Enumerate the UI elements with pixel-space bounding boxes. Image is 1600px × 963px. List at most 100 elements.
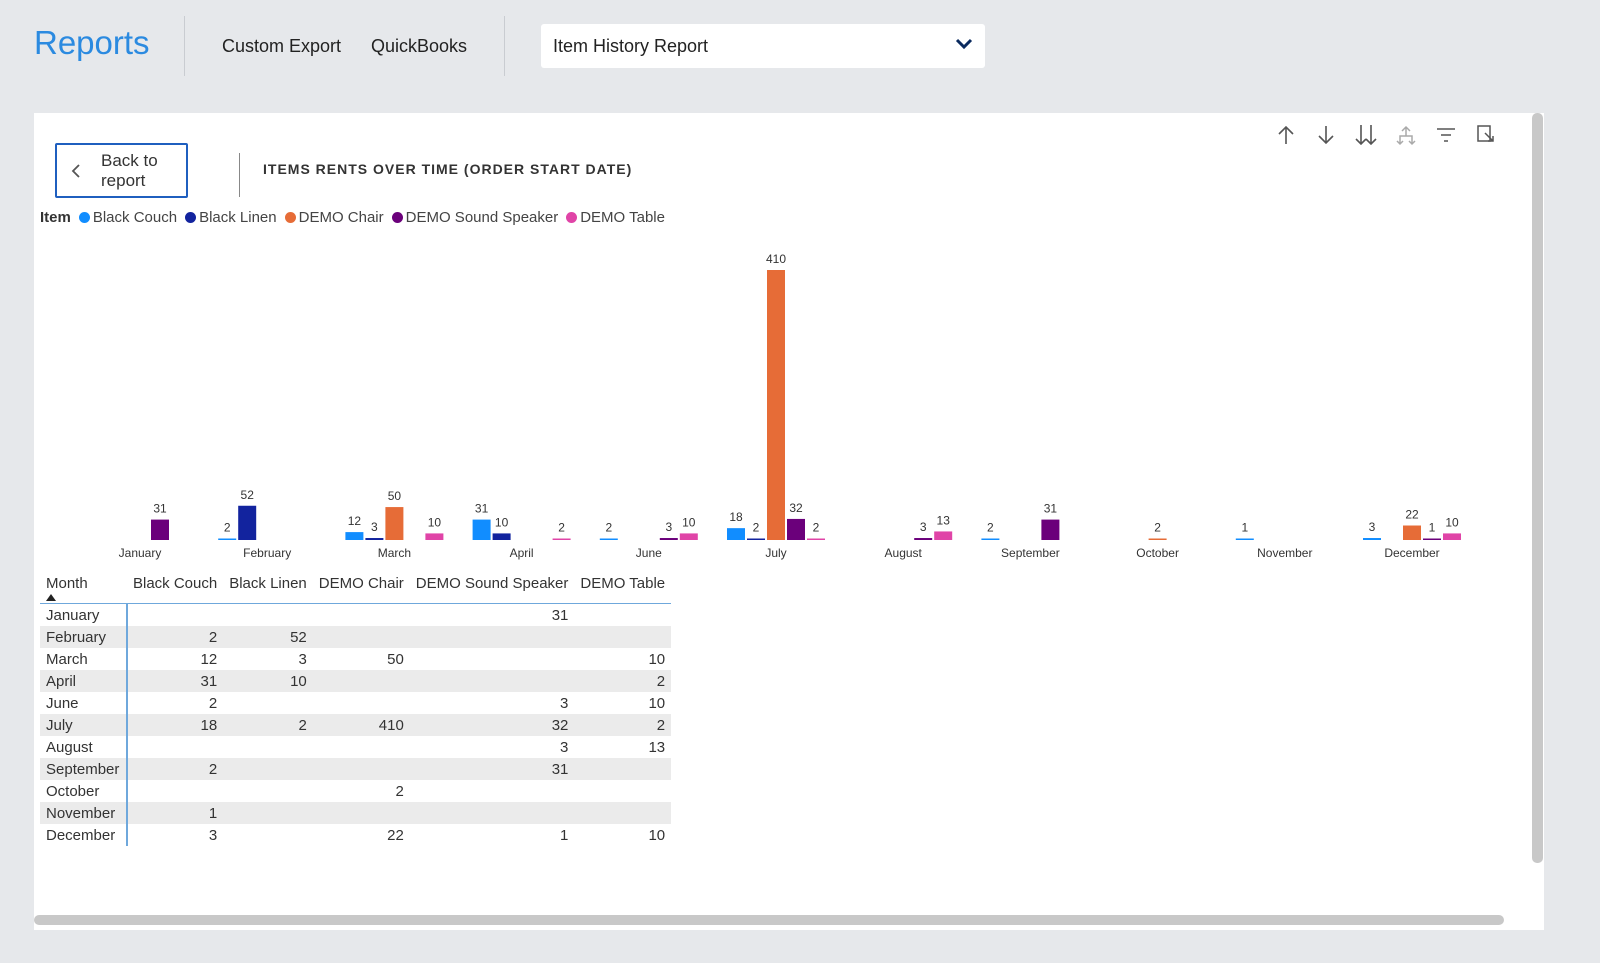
bar[interactable] [1148,538,1167,541]
value-cell [223,736,313,758]
legend-item[interactable]: Black Linen [185,209,277,226]
divider [184,16,185,76]
expand-hierarchy-icon[interactable] [1386,121,1426,149]
value-cell [313,736,410,758]
legend-dot [284,212,296,223]
column-header[interactable]: DEMO Sound Speaker [409,567,575,604]
arrow-up-icon[interactable] [1266,121,1306,149]
bar[interactable] [1443,533,1461,540]
value-cell: 10 [648,694,666,712]
bar[interactable] [679,533,698,540]
bar[interactable] [552,538,571,541]
table-row[interactable]: April 31 10 2 [40,670,672,692]
double-arrow-down-icon[interactable] [1346,121,1386,149]
bar[interactable] [218,538,237,541]
column-header[interactable]: DEMO Chair [312,567,410,604]
bar[interactable] [1235,538,1254,541]
bar[interactable] [365,538,384,540]
legend-dot [391,212,403,223]
value-cell: 31 [551,606,569,624]
legend-item[interactable]: Black Couch [78,209,177,226]
table-row[interactable]: September 2 31 [40,758,672,780]
month-cell: October [40,780,128,802]
value-cell: 18 [127,714,224,736]
month-cell: November [40,802,128,824]
value-cell: 10 [223,670,313,692]
legend-item[interactable]: DEMO Chair [284,209,384,226]
bar[interactable] [934,531,953,540]
column-header-month[interactable]: Month [40,567,127,604]
back-to-report-button[interactable]: Back to report [55,143,188,198]
bar[interactable] [659,538,678,540]
x-tick-label: October [1136,546,1179,560]
table-row[interactable]: June 2 3 10 [40,692,671,714]
filter-icon[interactable] [1426,121,1466,149]
x-tick-label: February [243,546,291,560]
bar[interactable] [767,270,785,540]
bar[interactable] [1423,538,1441,541]
value-cell [574,780,671,802]
bar[interactable] [385,507,404,540]
bar[interactable] [807,538,825,541]
top-bar: Reports Custom Export QuickBooks Item Hi… [0,0,1600,96]
data-label: 2 [753,521,760,535]
bar[interactable] [472,519,491,540]
data-label: 10 [428,515,442,529]
report-select[interactable]: Item History Report [541,24,985,68]
arrow-down-icon[interactable] [1306,121,1346,149]
quickbooks-link[interactable]: QuickBooks [371,36,468,56]
custom-export-link[interactable]: Custom Export [222,36,342,56]
legend-dot [78,212,90,223]
x-tick-label: January [119,546,162,560]
x-tick-label: June [636,546,662,560]
bar[interactable] [1041,519,1060,540]
data-label: 2 [813,521,820,535]
table-row[interactable]: October 2 [40,780,671,802]
table-row[interactable]: July 18 2 410 32 2 [40,714,672,736]
value-cell: 3 [208,826,218,844]
bar[interactable] [1403,525,1421,540]
column-header[interactable]: Black Couch [127,567,224,604]
focus-mode-icon[interactable] [1466,121,1506,149]
table-row[interactable]: December 3 22 1 10 [40,824,671,846]
value-cell [312,802,410,824]
table-row[interactable]: March 12 3 50 10 [40,648,671,670]
legend-item[interactable]: DEMO Table [566,209,665,226]
data-table: Month Black Couch Black Linen DEMO Chair… [40,567,672,846]
bar[interactable] [914,538,933,540]
bar[interactable] [727,528,745,540]
bar[interactable] [345,532,364,540]
value-cell [313,604,410,627]
column-header[interactable]: DEMO Table [574,567,672,604]
value-cell [312,670,410,692]
vertical-scrollbar[interactable] [1532,113,1543,863]
data-label: 12 [348,514,362,528]
bar[interactable] [425,533,444,540]
table-row[interactable]: November 1 [40,802,672,824]
horizontal-scrollbar[interactable] [34,915,1504,925]
value-cell [223,780,313,802]
bar[interactable] [1363,538,1381,540]
bar[interactable] [747,538,765,541]
bar[interactable] [238,505,257,540]
bar[interactable] [492,533,511,540]
value-cell: 1 [127,802,224,824]
bar[interactable] [599,538,618,541]
x-tick-label: November [1257,546,1312,560]
value-cell: 31 [127,670,224,692]
table-row[interactable]: August 3 13 [40,736,671,758]
data-label: 10 [682,515,696,529]
table-row[interactable]: February 2 52 [40,626,672,648]
bar[interactable] [151,519,169,540]
data-label: 2 [558,521,565,535]
legend-item[interactable]: DEMO Sound Speaker [391,209,558,226]
bar[interactable] [787,518,805,540]
value-cell [127,780,223,802]
bar[interactable] [981,538,1000,541]
data-label: 22 [1405,508,1419,522]
table-row[interactable]: January 31 [40,603,671,627]
x-tick-label: July [765,546,786,560]
value-cell [223,692,313,714]
data-label: 18 [729,510,743,524]
column-header[interactable]: Black Linen [223,567,313,604]
